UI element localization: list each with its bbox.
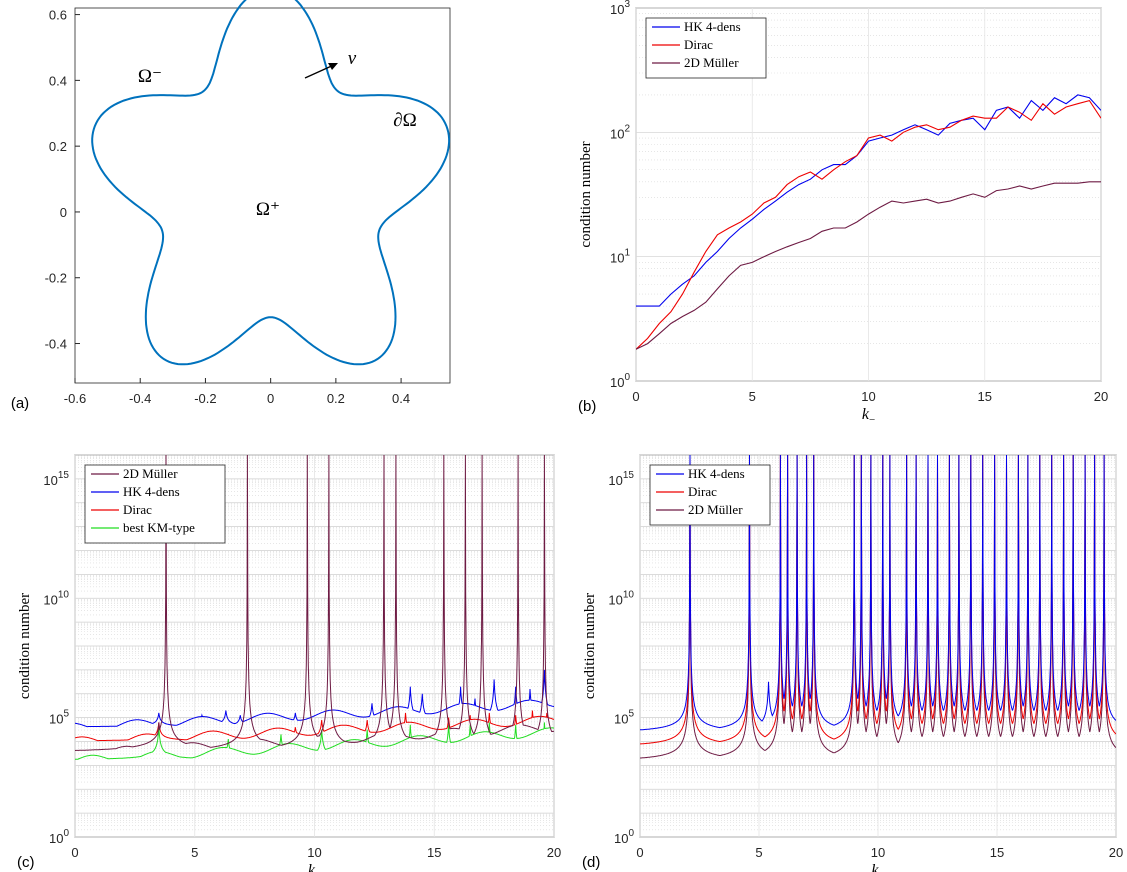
- series-line-hk-4-dens: [636, 94, 1101, 307]
- series-line-2d-m-ller: [636, 181, 1101, 350]
- y-tick-label: 1010: [43, 589, 69, 607]
- legend-label-hk-4-dens: HK 4-dens: [688, 466, 745, 481]
- x-tick-label: 10: [871, 845, 885, 860]
- x-tick-label: 15: [990, 845, 1004, 860]
- series-line-dirac: [636, 99, 1101, 350]
- y-tick-label: 102: [610, 123, 630, 141]
- x-tick-label: 5: [191, 845, 198, 860]
- y-tick-label: -0.4: [45, 337, 67, 352]
- x-tick-label: -0.6: [64, 391, 86, 406]
- panel-d-tag: (d): [582, 854, 600, 871]
- y-tick-label: 0: [60, 205, 67, 220]
- legend-label-best-km-type: best KM-type: [123, 520, 195, 535]
- y-tick-label: 1010: [608, 589, 634, 607]
- legend-label-hk-4-dens: HK 4-dens: [684, 19, 741, 34]
- panel-d-series: [640, 455, 1116, 759]
- normal-arrow-head: [328, 63, 338, 70]
- x-axis-label: k+: [871, 862, 884, 872]
- x-tick-label: 20: [547, 845, 561, 860]
- x-tick-label: 10: [861, 389, 875, 404]
- legend-box: [84, 464, 226, 544]
- label-omega-minus: Ω⁻: [138, 66, 162, 87]
- panel-c-series: [75, 455, 554, 760]
- label-normal: ν: [348, 48, 357, 69]
- y-tick-label: 0.6: [49, 8, 67, 23]
- legend-box: [645, 17, 767, 79]
- y-tick-label: 103: [610, 0, 630, 17]
- x-tick-label: 20: [1109, 845, 1123, 860]
- x-tick-label: 0: [267, 391, 274, 406]
- panel-b-tag: (b): [578, 398, 596, 415]
- legend-label-dirac: Dirac: [123, 502, 152, 517]
- legend-label-dirac: Dirac: [684, 37, 713, 52]
- panel-c-grid: [74, 454, 555, 838]
- x-tick-label: -0.2: [194, 391, 216, 406]
- label-boundary: ∂Ω: [393, 110, 417, 131]
- y-axis-label: condition number: [582, 593, 598, 699]
- x-tick-label: 10: [307, 845, 321, 860]
- y-tick-label: 1015: [43, 470, 69, 488]
- x-tick-label: 0: [71, 845, 78, 860]
- panel-b-legend: HK 4-dens Dirac 2D Müller: [645, 17, 767, 79]
- x-tick-label: 15: [978, 389, 992, 404]
- series-line-2d-m-ller: [75, 455, 554, 751]
- y-tick-label: 100: [49, 828, 69, 846]
- x-tick-label: 5: [749, 389, 756, 404]
- panel-b-series: [636, 94, 1101, 350]
- x-tick-label: 0: [632, 389, 639, 404]
- panel-d-legend: HK 4-dens Dirac 2D Müller: [649, 464, 771, 526]
- series-line-dirac: [640, 455, 1116, 745]
- series-line-hk-4-dens: [75, 669, 554, 728]
- x-tick-label: -0.4: [129, 391, 151, 406]
- x-axis-label: k−: [308, 862, 321, 872]
- legend-label-hk-4-dens: HK 4-dens: [123, 484, 180, 499]
- y-tick-label: 0.4: [49, 73, 67, 88]
- y-axis-label: condition number: [578, 141, 594, 247]
- legend-label-2d-m-ller: 2D Müller: [688, 502, 743, 517]
- series-line-dirac: [75, 710, 554, 742]
- y-tick-label: 1015: [608, 470, 634, 488]
- panel-a-axes-box: [74, 7, 451, 384]
- y-tick-label: 105: [614, 709, 634, 727]
- y-tick-label: 100: [614, 828, 634, 846]
- legend-label-2d-m-ller: 2D Müller: [123, 466, 178, 481]
- x-tick-label: 15: [427, 845, 441, 860]
- series-line-best-km-type: [75, 722, 554, 760]
- label-omega-plus: Ω⁺: [256, 199, 280, 220]
- x-tick-label: 5: [755, 845, 762, 860]
- y-tick-label: 100: [610, 372, 630, 390]
- y-tick-label: 0.2: [49, 139, 67, 154]
- x-tick-label: 0.4: [392, 391, 410, 406]
- legend-label-dirac: Dirac: [688, 484, 717, 499]
- y-tick-label: 105: [49, 709, 69, 727]
- panel-c-tag: (c): [17, 854, 35, 871]
- panel-a-tag: (a): [11, 395, 29, 412]
- x-tick-label: 0: [636, 845, 643, 860]
- y-tick-label: -0.2: [45, 271, 67, 286]
- series-line-hk-4-dens: [640, 455, 1116, 731]
- x-tick-label: 20: [1094, 389, 1108, 404]
- panel-c-legend: 2D Müller HK 4-dens Dirac best KM-type: [84, 464, 226, 544]
- y-tick-label: 101: [610, 248, 630, 266]
- legend-label-2d-m-ller: 2D Müller: [684, 55, 739, 70]
- y-axis-label: condition number: [17, 593, 33, 699]
- boundary-curve: [91, 0, 451, 366]
- series-line-2d-m-ller: [640, 455, 1116, 759]
- legend-box: [649, 464, 771, 526]
- panel-b-grid: [635, 7, 1102, 382]
- x-axis-label: k−: [862, 406, 875, 426]
- x-tick-label: 0.2: [327, 391, 345, 406]
